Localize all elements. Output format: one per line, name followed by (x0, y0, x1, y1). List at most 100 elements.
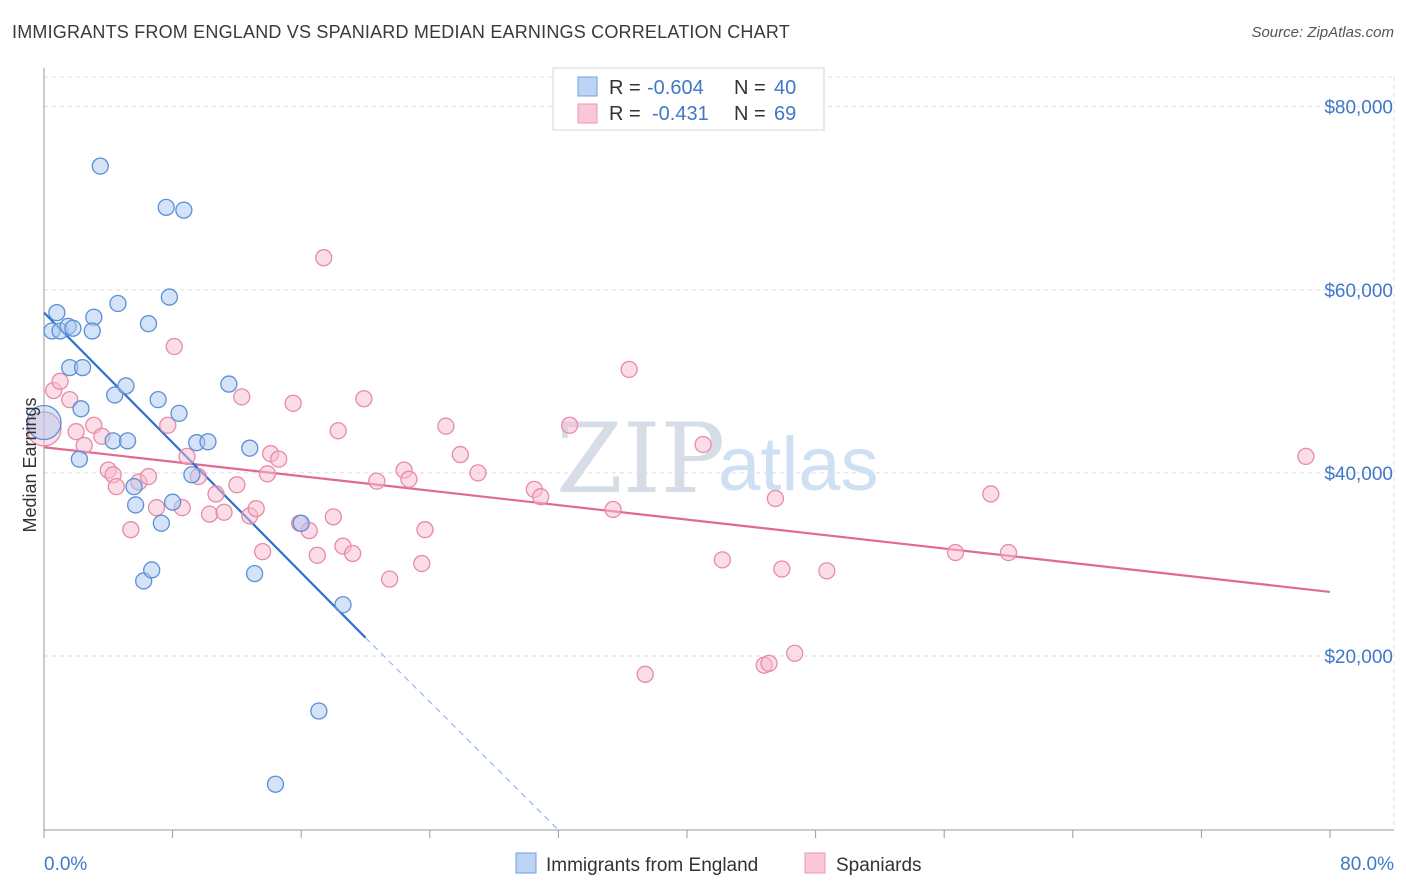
spaniards-point-44 (400, 470, 418, 488)
spaniards-point-63 (818, 562, 836, 580)
data-points (26, 157, 1315, 793)
england-point-27 (163, 493, 182, 511)
x-tick-max: 80.0% (1340, 854, 1394, 875)
england-point-22 (139, 314, 158, 333)
spaniards-point-37 (329, 422, 347, 440)
england-point-5 (64, 319, 82, 337)
spaniards-point-15 (159, 416, 177, 434)
spaniards-point-23 (228, 476, 246, 494)
spaniards-point-49 (469, 464, 487, 482)
england-point-29 (175, 201, 193, 219)
spaniards-point-45 (413, 554, 431, 573)
england-point-35 (245, 564, 264, 583)
england-point-28 (170, 404, 188, 423)
series-label-england: Immigrants from England (546, 855, 758, 876)
spaniards-point-3 (61, 390, 79, 409)
england-point-15 (104, 432, 122, 450)
spaniards-point-34 (308, 546, 326, 564)
y-tick-label-0: $20,000 (1324, 647, 1393, 668)
spaniards-point-39 (343, 544, 362, 563)
spaniards-point-52 (561, 416, 579, 434)
england-point-30 (183, 466, 201, 484)
spaniards-point-42 (380, 570, 399, 588)
england-point-2 (48, 304, 66, 322)
spaniards-point-65 (982, 485, 1000, 503)
spaniards-point-16 (165, 337, 183, 356)
series-legend: Immigrants from England Spaniards (515, 852, 922, 876)
spaniards-point-14 (147, 499, 166, 517)
legend-n-label-1: N = (734, 77, 766, 99)
y-tick-labels: $20,000 $40,000 $60,000 $80,000 (1324, 98, 1393, 668)
spaniards-point-64 (946, 543, 965, 562)
legend-box (552, 67, 825, 131)
england-point-36 (292, 514, 310, 532)
england-point-26 (160, 288, 179, 306)
trend-line-england-extension (365, 637, 559, 831)
spaniards-point-31 (284, 394, 302, 412)
x-tick-min: 0.0% (44, 854, 87, 875)
watermark: ZIP atlas (556, 403, 879, 515)
watermark-atlas: atlas (718, 422, 879, 507)
spaniards-point-10 (107, 477, 125, 496)
watermark-zip: ZIP (556, 403, 725, 515)
legend-swatch-spaniards (577, 103, 598, 124)
spaniards-point-60 (766, 489, 785, 508)
x-tick-labels: 0.0% 80.0% (44, 854, 1394, 875)
spaniards-point-46 (416, 521, 434, 539)
correlation-legend: R = -0.604 N = 40 R = -0.431 N = 69 (552, 67, 825, 131)
england-point-21 (143, 561, 161, 579)
spaniards-point-36 (324, 508, 343, 526)
spaniards-point-66 (999, 543, 1018, 562)
legend-n-value-1: 40 (774, 77, 796, 99)
legend-n-value-2: 69 (774, 103, 796, 125)
england-point-13 (109, 294, 127, 313)
england-point-34 (241, 439, 259, 457)
axes (43, 68, 1394, 838)
england-point-12 (91, 157, 109, 175)
england-point-37 (310, 702, 328, 720)
spaniards-point-4 (67, 423, 85, 441)
england-point-19 (126, 496, 145, 514)
spaniards-point-30 (270, 450, 288, 468)
england-point-14 (106, 386, 124, 404)
england-point-11 (70, 450, 89, 468)
spaniards-point-67 (1297, 447, 1315, 466)
legend-swatch-england (577, 76, 598, 97)
legend-r-value-2: -0.431 (652, 103, 709, 125)
england-point-39 (266, 775, 285, 793)
spaniards-point-18 (178, 447, 196, 466)
series-swatch-england (515, 852, 537, 874)
england-point-23 (149, 390, 167, 409)
spaniards-point-11 (122, 521, 140, 539)
spaniards-point-28 (258, 465, 277, 483)
england-point-33 (220, 375, 238, 393)
spaniards-point-27 (253, 542, 272, 561)
spaniards-point-20 (200, 505, 219, 523)
spaniards-point-35 (315, 249, 333, 267)
england-point-24 (152, 514, 170, 532)
legend-n-label-2: N = (734, 103, 766, 125)
england-point-25 (157, 198, 175, 216)
y-tick-label-1: $40,000 (1324, 464, 1393, 485)
legend-r-value-1: -0.604 (647, 77, 704, 99)
spaniards-point-54 (620, 360, 638, 379)
spaniards-point-55 (636, 665, 654, 683)
spaniards-point-24 (233, 388, 251, 406)
england-point-0 (26, 404, 62, 441)
trend-line-spaniards (43, 446, 1331, 594)
legend-r-label-1: R = (609, 77, 641, 99)
spaniards-point-53 (604, 500, 622, 519)
legend-r-label-2: R = (609, 103, 641, 125)
spaniards-point-41 (368, 472, 386, 490)
england-point-17 (118, 432, 137, 450)
spaniards-point-13 (139, 467, 158, 486)
england-point-38 (334, 596, 352, 614)
series-label-spaniards: Spaniards (836, 855, 922, 876)
chart-source: Source: ZipAtlas.com (1251, 24, 1394, 41)
spaniards-point-59 (760, 654, 778, 672)
spaniards-point-21 (207, 485, 225, 503)
spaniards-point-26 (247, 499, 265, 518)
spaniards-point-56 (694, 435, 712, 454)
y-axis-label: Median Earnings (20, 397, 40, 532)
